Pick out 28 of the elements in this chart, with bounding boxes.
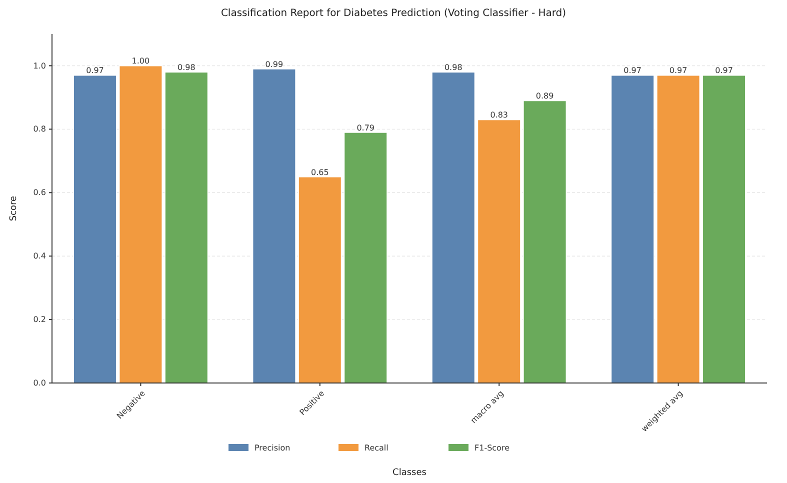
y-tick-label: 0.0: [33, 378, 46, 388]
data-label: 0.97: [669, 66, 688, 76]
bar: [252, 68, 296, 384]
bar: [610, 74, 655, 384]
y-tick-label: 0.4: [33, 252, 46, 261]
legend-label: F1-Score: [474, 444, 510, 453]
data-label: 0.79: [356, 123, 375, 132]
y-tick-label: 0.6: [33, 188, 46, 198]
data-label: 1.00: [132, 56, 150, 66]
bar: [522, 100, 567, 384]
data-label: 0.97: [624, 66, 642, 76]
data-label: 0.65: [310, 168, 329, 177]
data-label: 0.97: [715, 66, 733, 76]
bar: [164, 72, 208, 384]
legend-label: Recall: [364, 444, 388, 453]
data-label: 0.98: [444, 63, 462, 72]
data-label: 0.98: [178, 63, 196, 72]
chart-title: Classification Report for Diabetes Prediction (Voting Classifier - Hard): [220, 8, 566, 19]
data-label: 0.99: [265, 60, 284, 69]
y-tick-label: 1.0: [33, 61, 46, 70]
legend-label: Precision: [254, 444, 290, 453]
y-axis-title: Score: [9, 195, 19, 222]
y-tick-label: 0.8: [33, 124, 46, 134]
data-label: 0.97: [86, 66, 104, 76]
x-axis-title: Classes: [392, 468, 427, 478]
data-label: 0.89: [536, 92, 554, 101]
data-label: 0.83: [490, 110, 508, 120]
y-tick-label: 0.2: [33, 315, 46, 324]
